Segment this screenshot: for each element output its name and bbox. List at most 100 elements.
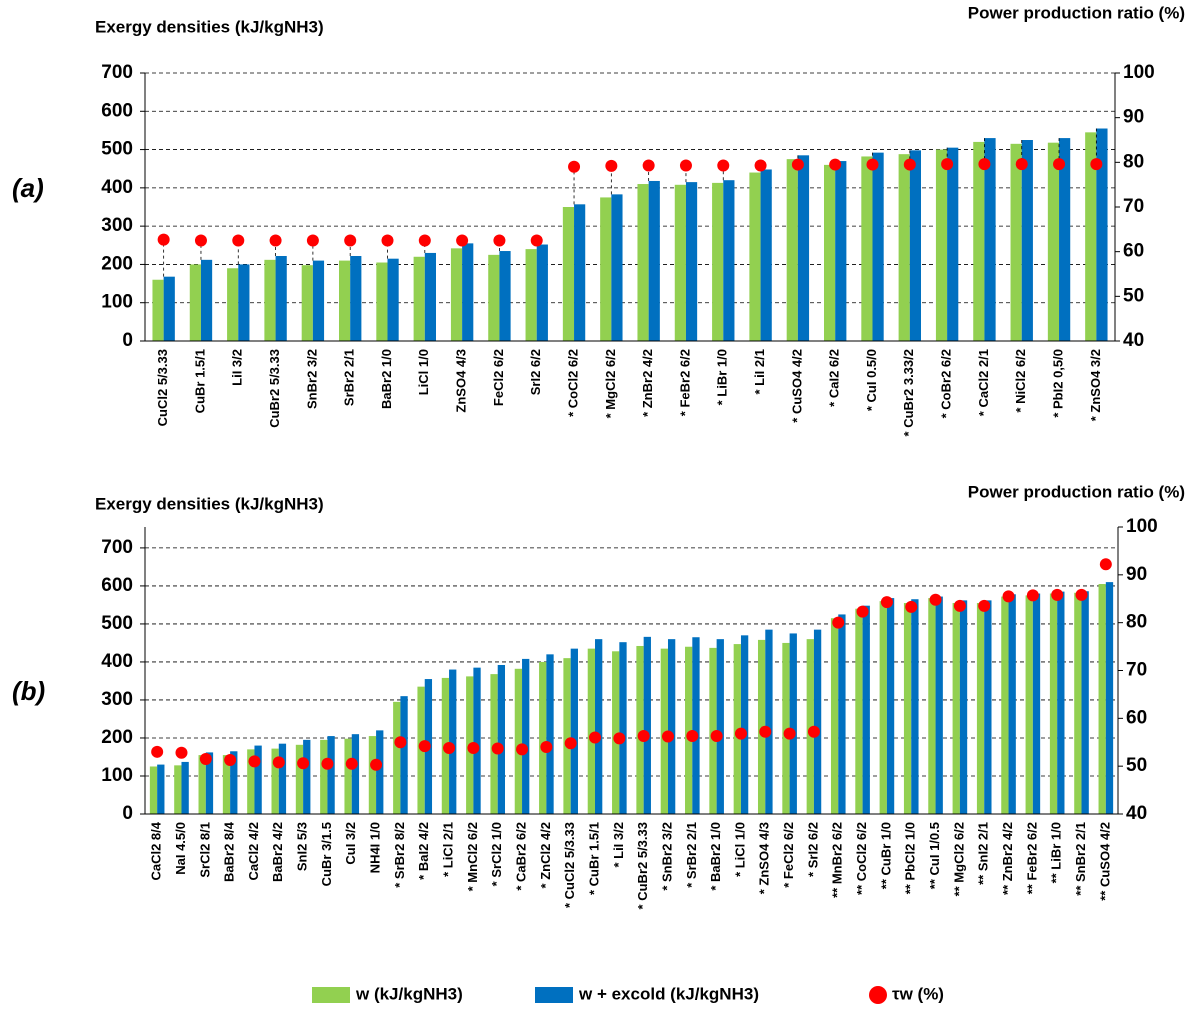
panel-label: (b) bbox=[12, 676, 45, 706]
bar bbox=[861, 156, 873, 341]
bar bbox=[667, 639, 676, 814]
bar bbox=[238, 264, 250, 341]
x-tick-label: ** LiBr 1/0 bbox=[1049, 822, 1064, 883]
x-tick-label: CuBr 1.5/1 bbox=[192, 349, 207, 413]
y2-tick-label: 40 bbox=[1123, 330, 1144, 351]
x-tick-label: ** PbCl2 1/0 bbox=[903, 822, 918, 894]
x-tick-label: CuBr 3/1.5 bbox=[319, 822, 334, 886]
bar bbox=[350, 256, 362, 341]
bar bbox=[611, 194, 623, 341]
legend-swatch bbox=[535, 987, 573, 1003]
bar bbox=[393, 701, 401, 814]
y-tick-label: 400 bbox=[101, 177, 133, 198]
point bbox=[1002, 590, 1015, 603]
bar bbox=[824, 164, 836, 341]
y-tick-label: 700 bbox=[101, 537, 133, 558]
bar bbox=[574, 204, 586, 341]
legend-swatch bbox=[869, 986, 887, 1004]
bar bbox=[952, 603, 960, 814]
point bbox=[734, 727, 747, 740]
bar bbox=[749, 172, 761, 341]
bar bbox=[301, 265, 313, 341]
bar bbox=[271, 748, 279, 814]
bar bbox=[1105, 582, 1114, 814]
x-tick-label: CuI 3/2 bbox=[343, 822, 358, 865]
bar bbox=[327, 736, 335, 814]
bar bbox=[911, 599, 919, 814]
x-tick-label: ** CoCl2 6/2 bbox=[854, 822, 869, 895]
x-tick-label: * NiCl2 6/2 bbox=[1013, 349, 1028, 413]
point bbox=[345, 757, 358, 770]
bar bbox=[450, 248, 463, 341]
x-tick-label: * MgCl2 6/2 bbox=[603, 349, 618, 418]
bar bbox=[789, 633, 797, 814]
x-tick-label: * ZnCl2 4/2 bbox=[538, 822, 553, 888]
bar bbox=[674, 184, 686, 341]
bar bbox=[685, 646, 693, 814]
bar bbox=[376, 262, 388, 341]
x-tick-label: SrCl2 8/1 bbox=[197, 822, 212, 878]
point bbox=[394, 736, 407, 749]
x-tick-label: SnBr2 3/2 bbox=[304, 349, 319, 409]
point bbox=[370, 758, 383, 771]
point bbox=[791, 158, 804, 171]
bar bbox=[312, 260, 325, 341]
y2-tick-label: 50 bbox=[1123, 285, 1144, 306]
bar bbox=[546, 654, 554, 814]
bar bbox=[835, 161, 847, 341]
point bbox=[467, 741, 480, 754]
bar bbox=[935, 596, 943, 814]
bar bbox=[619, 642, 627, 814]
bar bbox=[712, 182, 724, 341]
bar bbox=[595, 639, 603, 814]
bar bbox=[181, 761, 189, 814]
x-tick-label: * MnCl2 6/2 bbox=[465, 822, 480, 891]
x-tick-label: BaBr2 8/4 bbox=[222, 821, 237, 882]
y-axis-title: Exergy densities (kJ/kgNH3) bbox=[95, 494, 324, 513]
y-tick-label: 600 bbox=[101, 575, 133, 596]
point bbox=[516, 743, 529, 756]
y2-tick-label: 40 bbox=[1126, 803, 1147, 824]
point bbox=[1053, 158, 1066, 171]
point bbox=[832, 616, 845, 629]
point bbox=[686, 730, 699, 743]
x-tick-label: * FeCl2 6/2 bbox=[781, 822, 796, 888]
x-tick-label: ** SnBr2 2/1 bbox=[1073, 822, 1088, 896]
point bbox=[1075, 588, 1088, 601]
point bbox=[642, 159, 655, 172]
bar bbox=[387, 258, 399, 341]
bar bbox=[806, 639, 814, 814]
y2-axis-title: Power production ratio (%) bbox=[968, 3, 1185, 22]
point bbox=[637, 730, 650, 743]
point bbox=[272, 756, 285, 769]
y2-tick-label: 90 bbox=[1123, 107, 1144, 128]
point bbox=[568, 160, 581, 173]
bar bbox=[838, 614, 846, 814]
bar bbox=[1098, 584, 1106, 814]
x-tick-label: * ZnBr2 4/2 bbox=[640, 349, 655, 417]
bar bbox=[1081, 591, 1089, 814]
x-tick-label: SrBr2 2/1 bbox=[342, 349, 357, 406]
bar bbox=[1074, 592, 1082, 814]
x-tick-label: SrI2 6/2 bbox=[528, 349, 543, 395]
point bbox=[224, 753, 237, 766]
x-tick-label: * BaBr2 1/0 bbox=[708, 822, 723, 891]
legend-swatch bbox=[312, 987, 350, 1003]
bar bbox=[643, 636, 651, 814]
point bbox=[194, 234, 207, 247]
point bbox=[589, 731, 602, 744]
y-tick-label: 700 bbox=[101, 62, 133, 83]
x-tick-label: NH4I 1/0 bbox=[368, 822, 383, 873]
x-tick-label: LiI 3/2 bbox=[230, 349, 245, 386]
bar bbox=[189, 264, 201, 341]
point bbox=[199, 752, 212, 765]
bar bbox=[295, 744, 304, 814]
bar bbox=[227, 268, 239, 341]
x-tick-label: BaBr2 4/2 bbox=[270, 822, 285, 882]
x-tick-label: BaBr2 1/0 bbox=[379, 349, 394, 409]
bar bbox=[522, 658, 530, 814]
bar bbox=[1021, 140, 1033, 341]
bar bbox=[928, 598, 936, 814]
point bbox=[321, 757, 334, 770]
